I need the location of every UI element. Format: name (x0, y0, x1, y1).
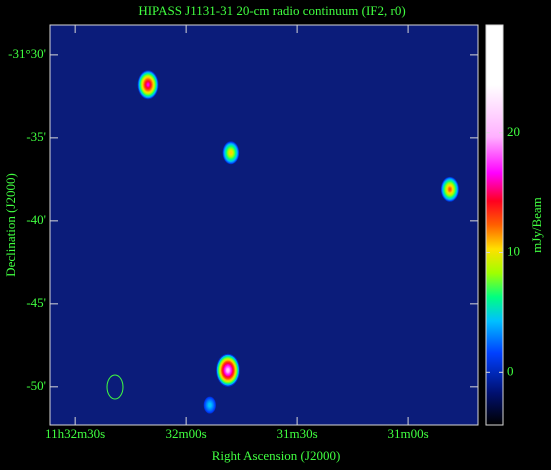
source-level (208, 403, 211, 407)
image (137, 70, 459, 414)
source (440, 176, 459, 202)
x-tick-label: 31m00s (387, 426, 428, 441)
frame (49, 24, 479, 426)
colorbar-tick-label: 0 (507, 363, 514, 378)
y-tick-label: -40' (26, 212, 46, 227)
x-tick-label: 31m30s (277, 426, 318, 441)
colorbar-tick-label: 20 (507, 124, 520, 139)
y-tick-label: -50' (26, 378, 46, 393)
chart-title: HIPASS J1131-31 20-cm radio continuum (I… (138, 3, 405, 18)
y-tick-label: -35' (26, 129, 46, 144)
y-tick-label: -31°30' (8, 46, 46, 61)
source-level (226, 368, 230, 372)
x-axis-label: Right Ascension (J2000) (212, 448, 341, 463)
x-tick-label: 32m00s (166, 426, 207, 441)
colorbar-tick-label: 10 (507, 244, 520, 259)
source-level (229, 151, 232, 155)
source (137, 70, 159, 100)
beam (106, 374, 124, 400)
image-background (50, 25, 478, 425)
y-axis-label: Declination (J2000) (3, 173, 18, 277)
source (203, 396, 216, 414)
colorbar-frame (485, 24, 504, 426)
source (216, 353, 240, 387)
colorbar (486, 25, 503, 425)
y-tick-label: -45' (26, 295, 46, 310)
source-level (146, 83, 150, 87)
source-level (448, 187, 451, 191)
x-tick-label: 11h32m30s (45, 426, 105, 441)
source (222, 141, 240, 165)
colorbar-label: mJy/Beam (529, 197, 544, 253)
